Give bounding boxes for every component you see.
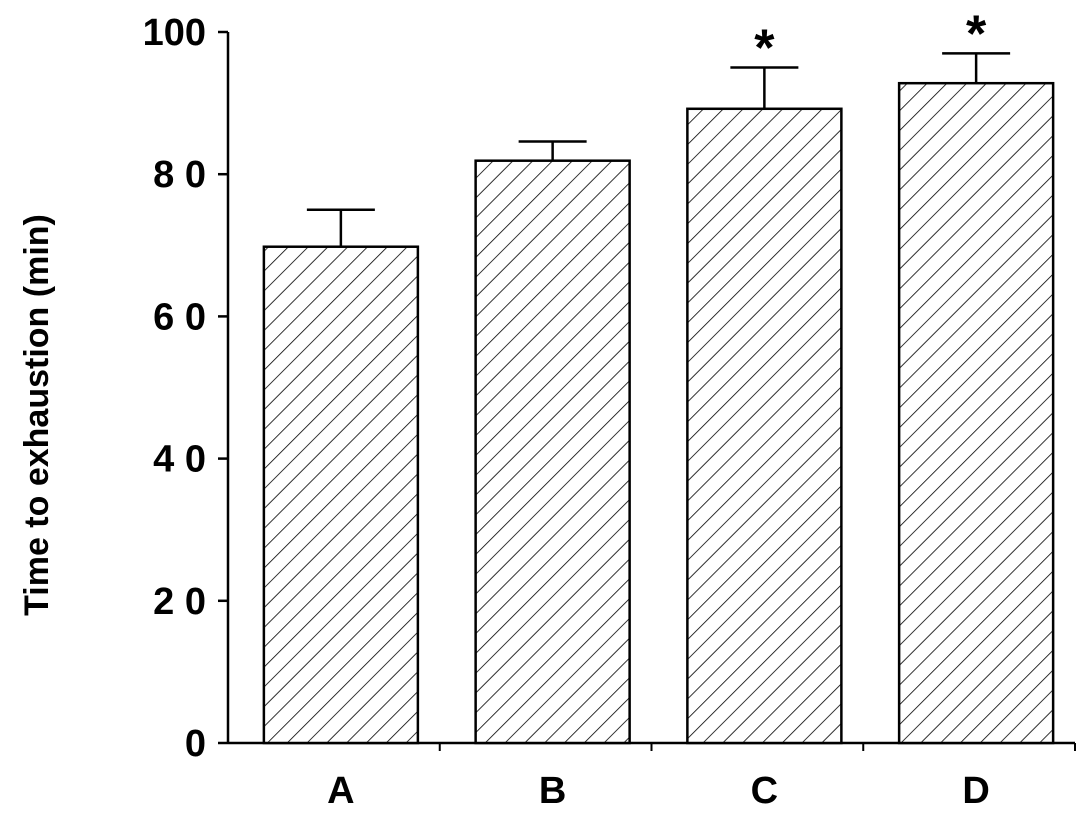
- bar-a: [262, 245, 420, 745]
- y-tick-label: 2 0: [153, 581, 206, 623]
- bars: A B * C * D: [262, 5, 1055, 812]
- x-tick-label: C: [751, 770, 778, 812]
- y-tick-label: 6 0: [153, 296, 206, 338]
- y-axis: 0 2 0 4 0 6 0 8 0 100: [143, 12, 230, 765]
- significance-marker-d: *: [966, 5, 987, 63]
- bar-c: [686, 107, 843, 745]
- x-tick-label: D: [962, 770, 989, 812]
- y-tick-label: 100: [143, 12, 206, 54]
- bar-d: [897, 81, 1055, 745]
- x-tick-label: B: [539, 770, 566, 812]
- y-tick-label: 8 0: [153, 154, 206, 196]
- significance-marker-c: *: [754, 20, 775, 78]
- y-axis-title: Time to exhaustion (min): [18, 214, 56, 616]
- y-tick-label: 0: [185, 723, 206, 765]
- y-tick-label: 4 0: [153, 439, 206, 481]
- bar-b: [474, 159, 631, 745]
- x-tick-label: A: [327, 770, 354, 812]
